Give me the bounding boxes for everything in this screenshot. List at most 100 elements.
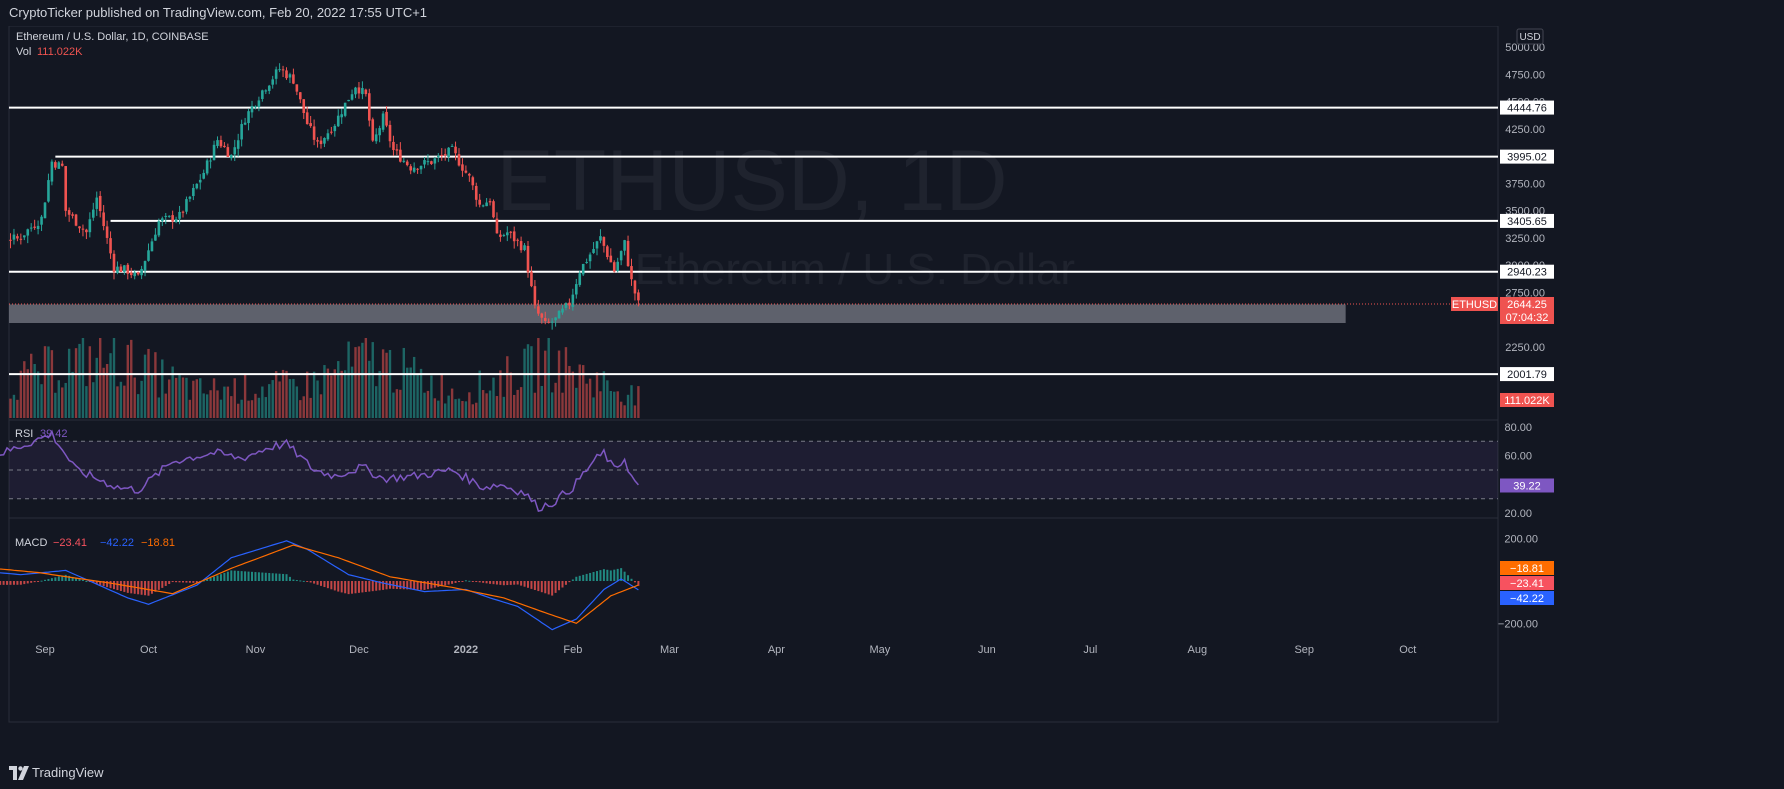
macd-histogram-bar	[309, 581, 312, 583]
volume-bar	[561, 392, 564, 418]
macd-histogram-bar	[454, 581, 457, 583]
macd-histogram-bar	[351, 581, 354, 594]
volume-bar	[426, 390, 430, 418]
volume-bar	[592, 397, 595, 418]
price-tick-label: 3750.00	[1505, 178, 1545, 190]
macd-histogram-bar	[513, 581, 516, 585]
macd-histogram-bar	[192, 581, 195, 583]
volume-badge: 111.022K	[1504, 395, 1550, 407]
macd-value-badge-bg	[1500, 576, 1554, 590]
volume-bar	[71, 371, 74, 418]
volume-bar	[406, 367, 409, 418]
candle-body	[633, 280, 637, 294]
candle-body	[440, 154, 444, 156]
macd-histogram-bar	[585, 573, 588, 581]
macd-histogram-bar	[16, 581, 19, 585]
macd-histogram-bar	[171, 581, 174, 583]
volume-bar	[609, 391, 612, 418]
volume-bar	[64, 382, 67, 418]
macd-histogram-bar	[168, 581, 171, 585]
volume-bar	[226, 386, 230, 418]
price-tick-label: 4750.00	[1505, 69, 1545, 81]
rsi-line	[0, 429, 639, 512]
macd-histogram-bar	[9, 581, 12, 585]
volume-bar	[602, 371, 606, 418]
candle-body	[181, 211, 185, 213]
macd-histogram-bar	[361, 581, 364, 593]
price-tick-label: 5000.00	[1505, 42, 1545, 54]
candle-body	[274, 69, 278, 79]
macd-value-badge-bg	[1500, 561, 1554, 575]
tradingview-brand[interactable]: TradingView	[32, 765, 104, 780]
candle-body	[205, 160, 209, 174]
level-price-badge: 4444.76	[1507, 103, 1547, 115]
candle-body	[223, 145, 226, 148]
candle-body	[54, 162, 57, 168]
symbol-title: Ethereum / U.S. Dollar, 1D, COINBASE	[16, 31, 209, 43]
volume-bar	[630, 385, 633, 418]
candle-body	[523, 245, 526, 250]
volume-bar	[626, 394, 630, 418]
candle-body	[450, 145, 454, 147]
candle-body	[188, 196, 192, 199]
candle-body	[368, 93, 371, 121]
price-axis[interactable]: 5000.004750.004500.004250.003750.003500.…	[1505, 42, 1545, 354]
candle-body	[533, 286, 537, 306]
macd-histogram-bar	[206, 579, 209, 581]
candle-body	[140, 268, 143, 276]
candle-body	[43, 202, 47, 219]
macd-histogram-bar	[44, 579, 46, 581]
macd-histogram-bar	[364, 581, 367, 592]
volume-bar	[157, 397, 161, 418]
time-axis[interactable]: Sep Oct Nov Dec 2022 Feb Mar Apr May Jun Jul Aug Sep…	[35, 644, 1416, 656]
candle-body	[447, 147, 450, 157]
volume-bar	[447, 395, 450, 418]
tradingview-logo-icon[interactable]	[9, 766, 29, 780]
macd-histogram-bar	[268, 573, 271, 581]
volume-bar	[219, 399, 223, 418]
candle-body	[192, 187, 195, 197]
macd-histogram-bar	[544, 581, 547, 594]
volume-bar	[471, 404, 474, 418]
macd-histogram-bar	[554, 581, 557, 593]
macd-value-badge: −18.81	[1510, 563, 1544, 575]
macd-histogram-bar	[306, 581, 309, 582]
candle-body	[354, 87, 357, 95]
macd-histogram-bar	[461, 581, 464, 582]
volume-bar	[381, 349, 385, 418]
candle-body	[19, 238, 23, 240]
volume-bar	[478, 370, 481, 418]
volume-bar	[326, 368, 330, 418]
candle-body	[271, 79, 274, 85]
volume-bar	[88, 346, 92, 418]
volume-bar	[554, 382, 557, 418]
candle-body	[361, 88, 364, 95]
macd-histogram-bar	[482, 581, 485, 583]
volume-bar	[147, 348, 150, 418]
currency-box[interactable]	[1516, 28, 1544, 45]
volume-bar	[274, 371, 278, 418]
volume-legend-label: Vol	[16, 46, 31, 58]
level-price-badge: 3405.65	[1507, 216, 1547, 228]
macd-histogram-bar	[240, 571, 243, 581]
currency-selector[interactable]: USD	[1516, 28, 1544, 45]
volume-bar	[99, 338, 102, 418]
candle-body	[561, 308, 564, 313]
volume-bar	[54, 392, 57, 418]
candle-body	[626, 240, 630, 267]
candle-body	[281, 69, 285, 71]
macd-pane: 200.00 −200.00	[0, 534, 1538, 631]
candle-body	[264, 90, 268, 92]
macd-histogram-bar	[589, 572, 592, 581]
volume-bar	[457, 398, 461, 418]
candle-body	[616, 261, 619, 271]
price-chart[interactable]: ETHUSD, 1D Ethereum / U.S. Dollar 80.00 6…	[0, 26, 1784, 757]
candle-body	[492, 201, 495, 218]
candle-body	[243, 122, 247, 125]
volume-bar	[516, 389, 519, 418]
macd-histogram-bar	[437, 581, 440, 587]
macd-histogram-bar	[509, 581, 512, 585]
volume-bar	[268, 384, 271, 418]
macd-histogram-bar	[409, 581, 412, 590]
candle-body	[119, 266, 123, 272]
